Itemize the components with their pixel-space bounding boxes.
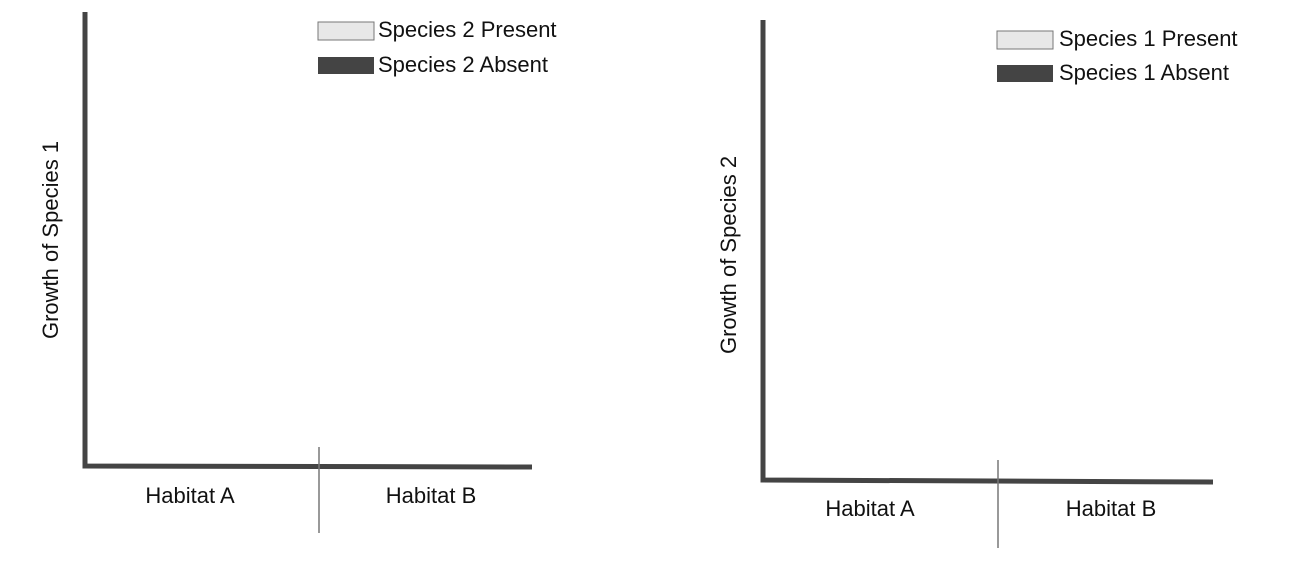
legend-label: Species 2 Absent — [378, 52, 548, 77]
axes — [760, 20, 1214, 485]
y-label: Growth of Species 2 — [716, 156, 741, 354]
x-label: Habitat B — [386, 483, 477, 508]
legend-swatch — [997, 65, 1053, 82]
legend-swatch — [996, 30, 1054, 50]
legend-label: Species 1 Absent — [1059, 60, 1229, 85]
legend-swatch — [318, 57, 374, 74]
y-label: Growth of Species 1 — [38, 141, 63, 339]
x-label: Habitat A — [145, 483, 235, 508]
x-label: Habitat B — [1066, 496, 1157, 521]
graph-2: Habitat A Habitat B Growth of Species 2 … — [716, 20, 1238, 548]
legend-label: Species 1 Present — [1059, 26, 1238, 51]
legend-swatch — [317, 21, 375, 41]
graph-1: Habitat A Habitat B Growth of Species 1 … — [38, 12, 557, 533]
legend-label: Species 2 Present — [378, 17, 557, 42]
x-label: Habitat A — [825, 496, 915, 521]
axes — [82, 12, 533, 470]
